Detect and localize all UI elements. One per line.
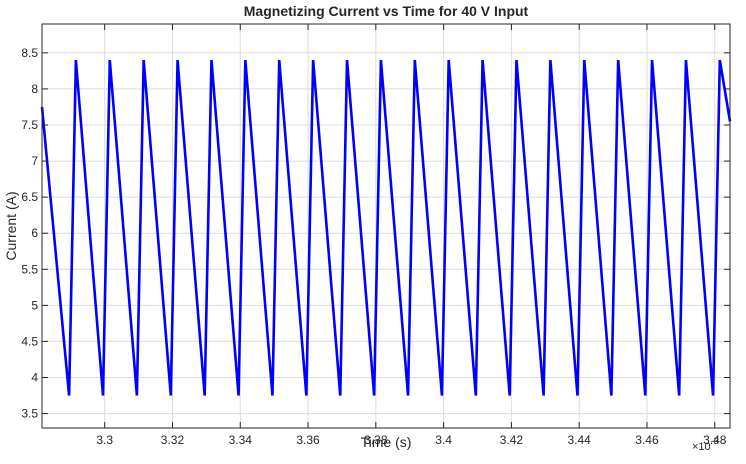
x-tick-label: 3.32: [161, 433, 185, 447]
x-tick-label: 3.4: [435, 433, 452, 447]
y-tick-label: 6.5: [21, 190, 38, 204]
grid: [42, 24, 730, 428]
x-axis-exponent-power: -3: [711, 436, 719, 446]
x-axis-exponent-base: ×10: [692, 441, 711, 453]
y-tick-label: 4: [31, 371, 38, 385]
x-tick-label: 3.48: [703, 433, 727, 447]
y-tick-label: 8.5: [21, 46, 38, 60]
chart-title: Magnetizing Current vs Time for 40 V Inp…: [244, 3, 529, 19]
y-tick-label: 4.5: [21, 334, 38, 348]
x-tick-label: 3.44: [568, 433, 592, 447]
data-series: [40, 59, 732, 396]
y-tick-label: 5.5: [21, 262, 38, 276]
y-tick-label: 3.5: [21, 407, 38, 421]
y-tick-label: 5: [31, 298, 38, 312]
plot-frame: [41, 23, 731, 429]
y-tick-label: 8: [31, 82, 38, 96]
ticks: 3.3 3.32 3.34 3.36 3.38 3.4 3.42 3.44 3.46 3.48 3.…: [21, 24, 730, 447]
magnetizing-current-line: [40, 59, 732, 396]
x-tick-label: 3.46: [635, 433, 659, 447]
x-tick-label: 3.34: [229, 433, 253, 447]
x-tick-label: 3.38: [364, 433, 388, 447]
x-tick-label: 3.36: [296, 433, 320, 447]
y-tick-label: 6: [31, 226, 38, 240]
y-axis-label: Current (A): [3, 191, 19, 260]
y-tick-label: 7: [31, 154, 38, 168]
y-tick-label: 7.5: [21, 118, 38, 132]
x-tick-label: 3.42: [500, 433, 524, 447]
x-axis-label: Time (s): [361, 434, 412, 450]
x-axis-exponent: ×10-3: [692, 436, 719, 453]
x-tick-label: 3.3: [96, 433, 113, 447]
